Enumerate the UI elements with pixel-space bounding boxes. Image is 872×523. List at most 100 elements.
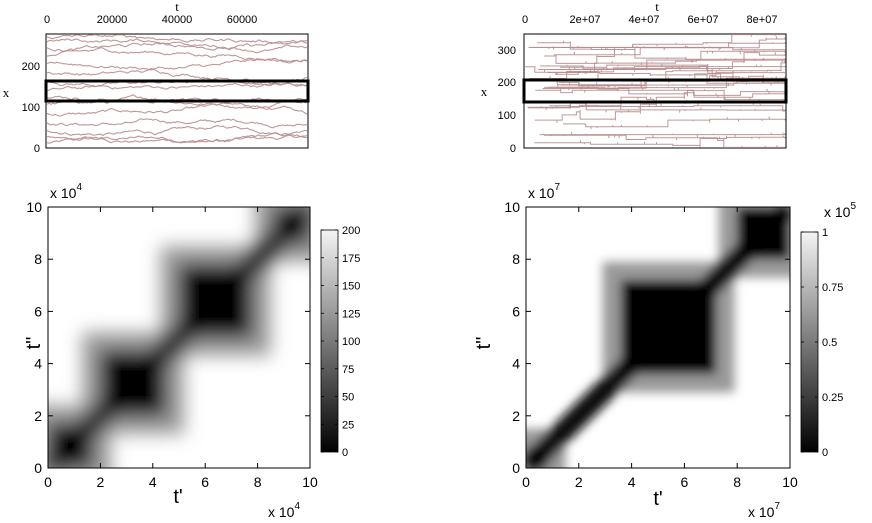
heatmap-right-xlabel: t' (653, 488, 662, 510)
raster-left-trajectories (46, 34, 308, 144)
heatmap-dark-block (100, 350, 166, 416)
raster-right-ylabel: x (481, 84, 488, 99)
raster-left-trajectory (46, 117, 307, 129)
raster-right-xlabel: t (655, 0, 659, 14)
ytick-label: 10 (26, 199, 42, 215)
xtick-label: 8 (733, 474, 741, 490)
ytick-label: 8 (512, 251, 520, 267)
raster-right-trajectory (525, 58, 786, 75)
heatmap-dark-block (621, 280, 717, 375)
heatmap-left-colorbar-ticks: 0 25 50 75 100 125 150 175 200 (321, 225, 360, 459)
heatmap-right-xscale: x 107 (748, 501, 780, 520)
heatmap-right-colorbar-ticks: 0 0.25 0.5 0.75 1 (801, 227, 843, 459)
raster-right-trajectory (528, 34, 785, 50)
raster-right-trajectory (549, 103, 785, 112)
colorbar-tick-label: 200 (342, 225, 360, 237)
heatmap-dark-block (179, 264, 253, 338)
heatmap-right-yscale: x 107 (528, 182, 560, 201)
raster-right-trajectory (535, 87, 786, 96)
raster-left-ytick-2: 200 (22, 61, 40, 73)
raster-left-ytick-0: 0 (34, 143, 40, 155)
heatmap-left-xscale: x 104 (268, 501, 300, 520)
raster-right-ytick-0: 0 (510, 143, 516, 155)
raster-left-xtick-0: 0 (44, 14, 50, 26)
raster-right-trajectory (563, 116, 786, 129)
raster-right-trajectory (543, 133, 786, 148)
xtick-label: 4 (149, 474, 157, 490)
raster-right-trajectory (542, 87, 786, 102)
raster-left-trajectory (46, 129, 308, 144)
raster-left-xtick-1: 20000 (97, 14, 128, 26)
xtick-label: 2 (575, 474, 583, 490)
colorbar-tick-label: 125 (342, 308, 360, 320)
heatmap-dark-block (526, 447, 548, 468)
raster-right-trajectory (539, 132, 786, 138)
xtick-label: 10 (302, 474, 318, 490)
heatmap-left-ticks: 0 2 4 6 8 10 0 2 4 6 8 10 (26, 199, 318, 490)
heatmap-left-frame (47, 206, 311, 469)
raster-right-xtick-1: 2e+07 (570, 14, 601, 26)
raster-left-xtick-2: 40000 (162, 14, 193, 26)
colorbar-tick-label: 0.25 (822, 392, 843, 404)
ytick-label: 2 (512, 408, 520, 424)
raster-right-trajectory (544, 76, 786, 91)
ytick-label: 4 (512, 356, 520, 372)
colorbar-tick-label: 175 (342, 253, 360, 265)
raster-right-trajectory (539, 50, 786, 72)
xtick-label: 0 (44, 474, 52, 490)
raster-left-xlabel: t (175, 0, 179, 14)
raster-left-frame (45, 33, 309, 149)
raster-right-xtick-4: 8e+07 (747, 14, 778, 26)
raster-left-ylabel: x (3, 85, 10, 100)
raster-right-frame (523, 33, 787, 149)
heatmap-dark-block (273, 207, 310, 244)
xtick-label: 8 (254, 474, 262, 490)
ytick-label: 6 (512, 303, 520, 319)
colorbar-tick-label: 75 (342, 364, 354, 376)
raster-right-trajectory (553, 36, 786, 56)
heatmap-right-ticks: 0 2 4 6 8 10 0 2 4 6 8 10 (504, 199, 798, 490)
raster-right-xtick-3: 6e+07 (688, 14, 719, 26)
heatmap-right-colorbar-scale: x 105 (824, 201, 856, 220)
raster-left-trajectory (46, 34, 308, 45)
raster-right-xtick-2: 4e+07 (629, 14, 660, 26)
heatmap-right-ylabel: t" (473, 337, 495, 350)
raster-right-trajectory (538, 52, 786, 72)
raster-right-ytick-3: 300 (498, 45, 516, 57)
xtick-label: 10 (782, 474, 798, 490)
raster-right-panel: t x 0 2e+07 4e+07 6e+07 8e+07 0 100 200 … (481, 0, 788, 155)
raster-left-trajectory (46, 38, 308, 51)
ytick-label: 0 (34, 460, 42, 476)
raster-right-trajectory (555, 64, 786, 75)
raster-right-trajectory (534, 135, 786, 148)
raster-right-ytick-1: 100 (498, 110, 516, 122)
raster-right-trajectory (547, 70, 786, 87)
heatmap-right-blocks (526, 207, 790, 468)
raster-left-panel: t x 0 20000 40000 60000 0 100 200 (3, 0, 310, 155)
colorbar-tick-label: 1 (822, 227, 828, 239)
heatmap-left-yscale: x 104 (50, 182, 82, 201)
heatmap-left-blocks (48, 207, 310, 468)
ytick-label: 2 (34, 408, 42, 424)
ytick-label: 6 (34, 303, 42, 319)
heatmap-left-xlabel: t' (173, 486, 182, 508)
ytick-label: 4 (34, 356, 42, 372)
raster-right-xtick-0: 0 (522, 14, 528, 26)
xtick-label: 2 (97, 474, 105, 490)
ytick-label: 10 (504, 199, 520, 215)
colorbar-tick-label: 50 (342, 392, 354, 404)
raster-left-ytick-1: 100 (22, 102, 40, 114)
raster-left-highlight-box (44, 79, 310, 103)
heatmap-dark-block (737, 207, 790, 260)
xtick-label: 6 (681, 474, 689, 490)
heatmap-left-ylabel: t" (23, 337, 45, 350)
raster-right-ytick-2: 200 (498, 77, 516, 89)
raster-right-trajectory (529, 62, 786, 82)
xtick-label: 6 (201, 474, 209, 490)
raster-left-trajectory (46, 94, 308, 115)
raster-left-trajectory (46, 47, 308, 63)
raster-left-trajectory (46, 41, 308, 54)
